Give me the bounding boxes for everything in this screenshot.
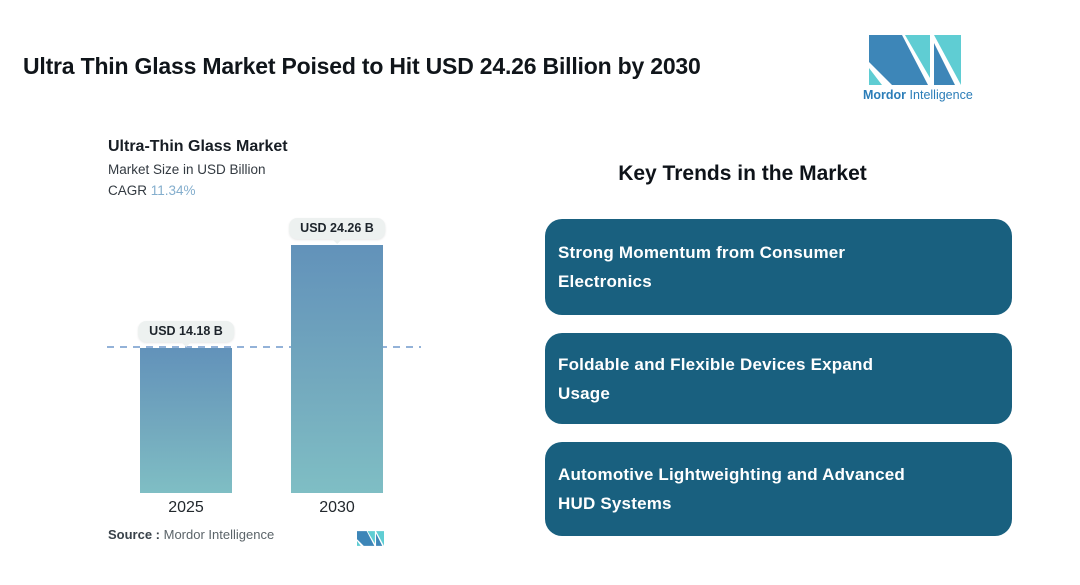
source-value: Mordor Intelligence [160, 527, 275, 542]
mi-logo-mark-icon [869, 35, 961, 85]
page-title: Ultra Thin Glass Market Poised to Hit US… [23, 53, 701, 79]
brand-name-regular: Intelligence [909, 88, 973, 102]
chart-subtitle: Market Size in USD Billion [108, 162, 266, 177]
brand-name-bold: Mordor [863, 88, 907, 102]
axis-year-label-2025: 2025 [168, 499, 204, 516]
source-line: Source : Mordor Intelligence [108, 527, 274, 542]
bar-value-label-2030: USD 24.26 B [300, 221, 374, 235]
mini-brand-logo [357, 531, 384, 551]
cagr-label: CAGR [108, 183, 151, 198]
mi-logo-mark-small-icon [357, 531, 384, 546]
cagr-line: CAGR 11.34% [108, 183, 196, 198]
brand-name: Mordor Intelligence [863, 88, 973, 102]
bar-2025 [140, 348, 232, 493]
axis-year-label-2030: 2030 [319, 499, 355, 516]
chart-title: Ultra-Thin Glass Market [108, 138, 288, 155]
cagr-value: 11.34% [150, 183, 196, 198]
trend-card-text: Foldable and Flexible Devices Expand Usa… [558, 354, 874, 403]
bar-2030 [291, 245, 383, 493]
trend-card-text: Automotive Lightweighting and Advanced H… [558, 465, 905, 513]
source-label: Source : [108, 527, 161, 542]
trend-card-consumer-electronics: Strong Momentum from Consumer Electronic… [545, 219, 1012, 315]
reference-dashed-line [107, 346, 421, 348]
trend-card-automotive-hud: Automotive Lightweighting and Advanced H… [545, 442, 1012, 536]
bar-value-pill-2030: USD 24.26 B [289, 218, 385, 239]
trend-card-foldable-devices: Foldable and Flexible Devices Expand Usa… [545, 333, 1012, 424]
brand-logo: Mordor Intelligence [863, 35, 973, 102]
trend-card-text: Strong Momentum from Consumer Electronic… [558, 243, 846, 291]
bar-value-label-2025: USD 14.18 B [149, 324, 223, 338]
bar-value-pill-2025: USD 14.18 B [138, 321, 234, 342]
trends-heading: Key Trends in the Market [618, 162, 867, 185]
